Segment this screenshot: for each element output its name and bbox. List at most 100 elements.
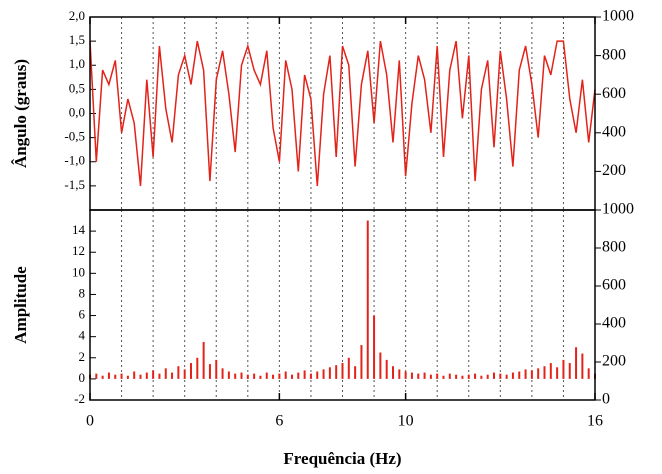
bar: [347, 357, 350, 379]
bar: [417, 373, 420, 379]
bar: [385, 359, 388, 379]
bar: [480, 375, 483, 379]
bar: [354, 366, 357, 379]
bar: [524, 369, 527, 379]
bar: [171, 372, 174, 379]
x-axis-label: Frequência (Hz): [283, 449, 401, 468]
bar: [139, 374, 142, 379]
y-tick-label: 2,0: [69, 8, 85, 23]
y-tick-label: -2: [74, 391, 85, 406]
bar: [126, 375, 129, 379]
y-axis-label: Ângulo (graus): [11, 59, 30, 168]
bar: [436, 373, 439, 379]
bar: [328, 367, 331, 379]
plot-frame: [89, 209, 596, 401]
bar: [360, 345, 363, 379]
bar: [448, 373, 451, 379]
y2-tick-label: 800: [602, 239, 626, 256]
bar: [493, 372, 495, 379]
bar: [410, 372, 413, 379]
bar: [208, 364, 211, 379]
bar: [442, 375, 445, 379]
bar: [265, 372, 268, 379]
x-tick-label: 6: [275, 413, 283, 430]
bar: [259, 375, 262, 379]
bar: [429, 374, 432, 379]
bar: [474, 373, 477, 379]
bar: [543, 366, 546, 379]
bar: [316, 371, 319, 379]
bar: [505, 374, 508, 379]
bar: [511, 372, 514, 379]
y2-tick-label: 200: [602, 353, 626, 370]
y-tick-label: 1,5: [69, 32, 85, 47]
y-tick-label: 1,0: [69, 56, 85, 71]
bar: [575, 347, 578, 379]
bar: [240, 372, 243, 379]
y-tick-label: -1,5: [64, 177, 85, 192]
y2-tick-label: 800: [602, 46, 626, 63]
bar: [164, 368, 167, 379]
y-tick-label: 12: [72, 243, 85, 258]
bar: [291, 374, 293, 379]
bar: [183, 369, 186, 379]
bar: [322, 369, 325, 379]
y-axis-label: Amplitude: [11, 266, 30, 344]
bar: [366, 220, 369, 379]
x-tick-label: 0: [86, 413, 94, 430]
bar: [196, 357, 199, 379]
bar: [253, 373, 256, 379]
bar: [530, 370, 533, 379]
y2-tick-label: 1000: [602, 201, 634, 218]
bar: [537, 368, 540, 379]
bar: [335, 365, 338, 379]
x-tick-label: 10: [398, 413, 414, 430]
bar: [549, 363, 552, 379]
y-tick-label: 0,5: [69, 80, 85, 95]
bar: [297, 372, 300, 379]
bar: [341, 363, 344, 379]
bar: [101, 375, 104, 379]
bar: [486, 374, 489, 379]
bar: [202, 341, 205, 379]
bar: [107, 372, 110, 379]
y-tick-label: -1,0: [64, 153, 85, 168]
bar: [133, 371, 136, 379]
y-tick-label: 6: [79, 307, 86, 322]
bar: [581, 353, 584, 379]
y2-tick-label: 0: [602, 391, 610, 408]
bar: [114, 374, 117, 379]
y-tick-label: 4: [79, 328, 86, 343]
bar: [398, 369, 401, 379]
bar: [392, 366, 394, 379]
bar: [246, 374, 249, 379]
angle-line: [89, 40, 596, 186]
bar: [234, 373, 237, 379]
bar: [373, 315, 376, 379]
bar: [587, 368, 590, 379]
bar: [177, 366, 180, 379]
y-tick-label: 0: [79, 370, 86, 385]
bar: [562, 359, 565, 379]
bar: [309, 373, 312, 379]
y2-tick-label: 600: [602, 85, 626, 102]
bar: [190, 363, 192, 379]
bar: [278, 373, 281, 379]
y2-tick-label: 400: [602, 315, 626, 332]
bar: [284, 371, 287, 379]
y-tick-label: 10: [72, 264, 85, 279]
bar: [272, 374, 275, 379]
bar: [215, 359, 218, 379]
y-tick-label: 8: [79, 285, 86, 300]
bar: [303, 370, 306, 379]
bar: [145, 372, 148, 379]
bar: [95, 373, 98, 379]
y-tick-label: 0,0: [69, 104, 85, 119]
y-tick-label: -0,5: [64, 129, 85, 144]
bar: [499, 373, 502, 379]
bar: [568, 363, 571, 379]
bar: [227, 371, 230, 379]
bar: [461, 375, 464, 379]
bar: [120, 373, 123, 379]
